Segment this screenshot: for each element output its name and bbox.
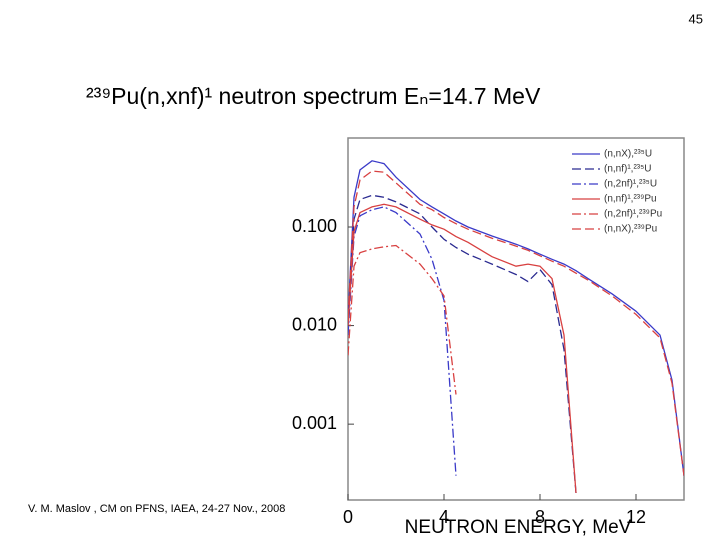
- y-tick-label: 0.001: [292, 413, 337, 433]
- x-tick-label: 0: [343, 507, 353, 527]
- y-tick-label: 0.100: [292, 216, 337, 236]
- x-tick-label: 12: [626, 507, 646, 527]
- legend-label: (n,nX),²³⁵U: [604, 149, 652, 160]
- legend-label: (n,nf)¹,²³⁹Pu: [604, 194, 657, 205]
- legend-label: (n,2nf)¹,²³⁹Pu: [604, 209, 662, 220]
- series-line: [348, 203, 577, 494]
- series-line: [348, 206, 457, 476]
- plot-area: [347, 137, 685, 501]
- legend-label: (n,2nf)¹,²³⁵U: [604, 179, 657, 190]
- footer: V. M. Maslov , CM on PFNS, IAEA, 24-27 N…: [28, 503, 285, 515]
- slide-title: ²³⁹Pu(n,xnf)¹ neutron spectrum Eₙ=14.7 M…: [86, 83, 541, 109]
- x-tick-label: 4: [439, 507, 449, 527]
- series-line: [348, 170, 684, 476]
- page-number: 45: [689, 11, 703, 26]
- series-line: [348, 194, 577, 494]
- series-line: [348, 244, 457, 395]
- x-tick-label: 8: [535, 507, 545, 527]
- y-tick-label: 0.010: [292, 314, 337, 334]
- x-axis-label: NEUTRON ENERGY, MeV: [405, 517, 632, 538]
- series-line: [348, 160, 684, 476]
- legend-label: (n,nX),²³⁹Pu: [604, 224, 657, 235]
- legend-label: (n,nf)¹,²³⁵U: [604, 164, 651, 175]
